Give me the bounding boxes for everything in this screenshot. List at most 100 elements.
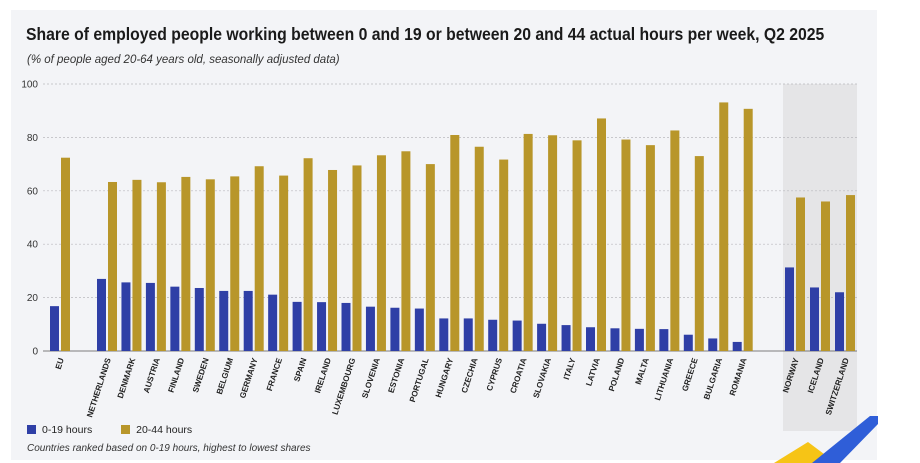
bar-finland-20-44-hours <box>181 176 191 351</box>
bar-sweden-0-19-hours <box>194 287 204 351</box>
bar-spain-0-19-hours <box>292 301 302 351</box>
bar-france-20-44-hours <box>279 175 289 351</box>
bar-bulgaria-20-44-hours <box>719 102 729 351</box>
bar-france-0-19-hours <box>268 294 278 351</box>
x-tick-label-eu: EU <box>54 357 66 371</box>
bar-estonia-0-19-hours <box>390 307 400 351</box>
bar-slovakia-0-19-hours <box>537 323 547 351</box>
x-tick-label-italy: ITALY <box>562 356 578 380</box>
bar-cyprus-20-44-hours <box>499 159 509 351</box>
bar-romania-20-44-hours <box>743 108 753 352</box>
legend-label-20-44: 20-44 hours <box>136 424 193 436</box>
legend-label-0-19: 0-19 hours <box>42 424 93 436</box>
bar-latvia-20-44-hours <box>597 118 606 352</box>
x-tick-label-ireland: IRELAND <box>313 357 333 394</box>
x-tick-label-germany: GERMANY <box>238 356 260 399</box>
bar-iceland-20-44-hours <box>821 201 830 351</box>
y-tick-label-0: 0 <box>32 347 38 358</box>
x-tick-label-cyprus: CYPRUS <box>485 356 504 392</box>
bar-portugal-0-19-hours <box>414 308 424 351</box>
y-tick-label-60: 60 <box>27 186 39 197</box>
x-tick-label-netherlands: NETHERLANDS <box>85 356 113 418</box>
chart-panel <box>11 10 877 460</box>
x-tick-label-malta: MALTA <box>634 357 651 386</box>
x-tick-label-belgium: BELGIUM <box>215 357 235 396</box>
bar-switzerland-20-44-hours <box>846 195 855 351</box>
bar-poland-20-44-hours <box>621 139 631 351</box>
bar-italy-0-19-hours <box>561 325 571 351</box>
bar-austria-0-19-hours <box>145 282 155 351</box>
bar-malta-20-44-hours <box>645 145 655 351</box>
bar-norway-0-19-hours <box>785 267 794 351</box>
bar-greece-20-44-hours <box>694 156 704 351</box>
x-tick-label-slovakia: SLOVAKIA <box>532 357 553 400</box>
chart-subtitle: (% of people aged 20-64 years old, seaso… <box>27 54 340 66</box>
bar-italy-20-44-hours <box>572 140 582 351</box>
bar-lithuania-0-19-hours <box>659 329 669 351</box>
y-tick-label-100: 100 <box>21 80 38 91</box>
y-tick-label-20: 20 <box>27 293 39 304</box>
bar-norway-20-44-hours <box>796 197 805 351</box>
bar-slovenia-20-44-hours <box>376 155 386 351</box>
x-tick-label-poland: POLAND <box>607 357 626 393</box>
bar-croatia-20-44-hours <box>523 133 533 351</box>
legend-item-0-19: 0-19 hours <box>27 424 92 436</box>
x-tick-label-austria: AUSTRIA <box>142 357 162 394</box>
bar-germany-20-44-hours <box>254 166 264 351</box>
bar-denmark-0-19-hours <box>121 282 131 351</box>
legend-swatch-20-44 <box>121 425 131 434</box>
bar-spain-20-44-hours <box>303 158 313 351</box>
legend: 0-19 hours 20-44 hours <box>27 424 218 436</box>
bar-finland-0-19-hours <box>170 286 180 351</box>
bar-estonia-20-44-hours <box>401 151 411 351</box>
bar-eu-0-19-hours <box>50 306 59 351</box>
bar-iceland-0-19-hours <box>810 287 819 351</box>
x-tick-label-denmark: DENMARK <box>116 357 138 400</box>
x-tick-label-slovenia: SLOVENIA <box>360 357 382 400</box>
bar-lithuania-20-44-hours <box>670 130 680 351</box>
bar-belgium-20-44-hours <box>230 176 240 351</box>
bar-belgium-0-19-hours <box>219 290 229 351</box>
efta-highlight-band <box>783 84 857 431</box>
bar-hungary-20-44-hours <box>450 134 460 351</box>
legend-swatch-0-19 <box>27 425 36 434</box>
bar-bulgaria-0-19-hours <box>708 338 718 351</box>
x-tick-label-luxembourg: LUXEMBOURG <box>331 357 358 416</box>
bar-switzerland-0-19-hours <box>835 292 844 351</box>
bar-netherlands-0-19-hours <box>97 278 106 351</box>
bar-austria-20-44-hours <box>156 182 166 351</box>
bar-romania-0-19-hours <box>732 341 742 351</box>
bar-czechia-0-19-hours <box>463 318 473 351</box>
bar-ireland-0-19-hours <box>317 302 327 351</box>
x-tick-label-latvia: LATVIA <box>584 357 602 387</box>
bar-eu-20-44-hours <box>61 157 70 351</box>
bar-croatia-0-19-hours <box>512 320 522 351</box>
bar-portugal-20-44-hours <box>425 164 435 351</box>
x-tick-label-hungary: HUNGARY <box>434 356 455 398</box>
x-tick-label-france: FRANCE <box>265 356 284 392</box>
bar-luxembourg-0-19-hours <box>341 302 351 351</box>
bar-latvia-0-19-hours <box>586 327 595 351</box>
bar-germany-0-19-hours <box>243 290 253 351</box>
bar-cyprus-0-19-hours <box>488 319 498 351</box>
bar-greece-0-19-hours <box>683 334 693 351</box>
bar-slovenia-0-19-hours <box>365 306 375 351</box>
x-tick-label-czechia: CZECHIA <box>460 357 480 394</box>
x-tick-label-greece: GREECE <box>680 356 699 392</box>
bar-slovakia-20-44-hours <box>548 135 558 351</box>
bar-malta-0-19-hours <box>634 328 644 351</box>
x-tick-label-romania: ROMANIA <box>728 357 749 397</box>
x-tick-label-estonia: ESTONIA <box>387 357 407 394</box>
y-tick-label-40: 40 <box>27 240 39 251</box>
x-tick-label-finland: FINLAND <box>167 357 187 394</box>
x-tick-label-sweden: SWEDEN <box>191 357 211 394</box>
footnote: Countries ranked based on 0-19 hours, hi… <box>27 443 311 454</box>
logo-blue-shape <box>812 416 878 463</box>
bar-ireland-20-44-hours <box>328 169 338 351</box>
bar-hungary-0-19-hours <box>439 318 449 351</box>
x-tick-label-croatia: CROATIA <box>509 357 529 395</box>
bar-czechia-20-44-hours <box>474 146 484 351</box>
x-tick-label-bulgaria: BULGARIA <box>702 357 724 401</box>
eurostat-logo-icon <box>774 416 878 463</box>
